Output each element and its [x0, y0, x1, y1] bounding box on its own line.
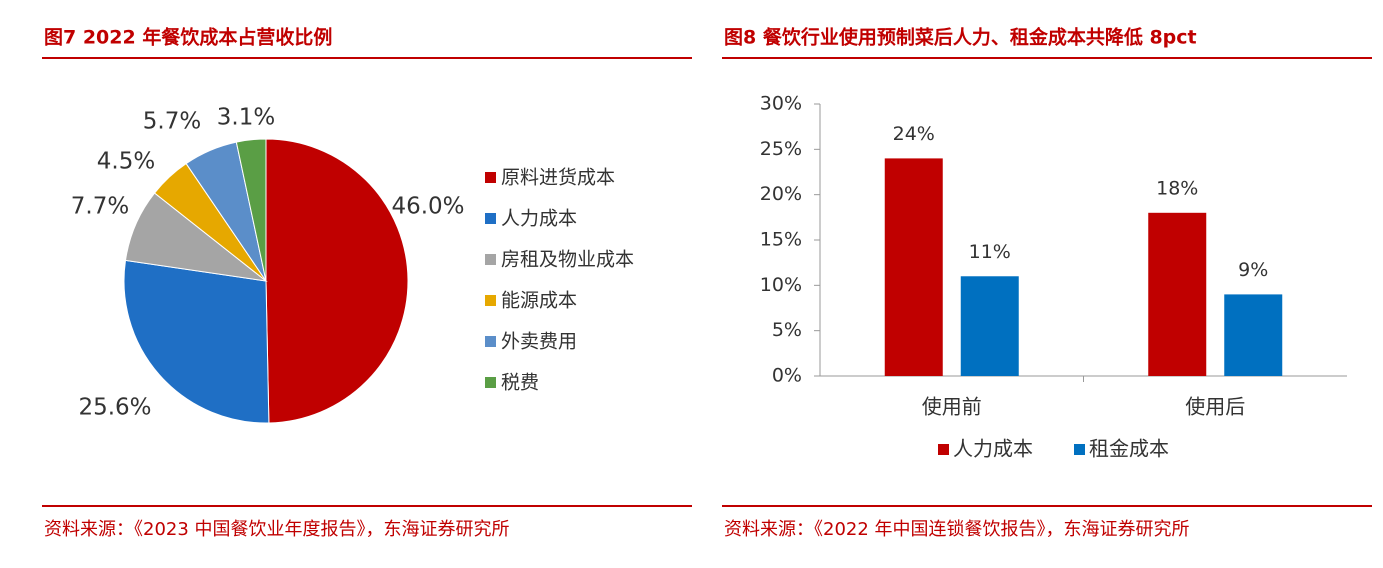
data-label: 4.5% — [97, 149, 155, 175]
data-label: 25.6% — [78, 395, 151, 421]
y-tick-label: 10% — [760, 274, 802, 296]
legend-label: 原料进货成本 — [501, 167, 615, 189]
data-label: 18% — [1156, 177, 1198, 199]
y-tick-label: 25% — [760, 138, 802, 160]
legend-swatch — [938, 444, 949, 455]
legend-swatch — [485, 172, 496, 183]
y-tick-label: 20% — [760, 183, 802, 205]
data-label: 7.7% — [71, 194, 129, 220]
legend-label: 房租及物业成本 — [501, 249, 634, 271]
bar — [960, 276, 1019, 376]
legend-label: 人力成本 — [953, 437, 1033, 461]
data-label: 9% — [1238, 259, 1268, 281]
x-tick-label: 使用前 — [922, 395, 982, 419]
y-tick-label: 0% — [772, 365, 802, 387]
legend-swatch — [485, 254, 496, 265]
source: 资料来源：《2023 中国餐饮业年度报告》，东海证券研究所 — [44, 519, 510, 540]
legend-swatch — [485, 295, 496, 306]
data-label: 24% — [893, 123, 935, 145]
bar — [884, 158, 943, 376]
legend-label: 外卖费用 — [501, 331, 577, 353]
legend-swatch — [485, 377, 496, 388]
data-label: 3.1% — [217, 105, 275, 131]
y-tick-label: 5% — [772, 319, 802, 341]
x-tick-label: 使用后 — [1185, 395, 1245, 419]
pie-slice — [235, 138, 267, 282]
legend-label: 租金成本 — [1089, 437, 1169, 461]
chart-title: 图7 2022 年餐饮成本占营收比例 — [44, 26, 332, 49]
data-label: 11% — [969, 241, 1011, 263]
bar — [1148, 212, 1207, 376]
legend-label: 人力成本 — [501, 208, 577, 230]
source: 资料来源：《2022 年中国连锁餐饮报告》，东海证券研究所 — [724, 519, 1190, 540]
legend-swatch — [485, 213, 496, 224]
legend-label: 能源成本 — [501, 290, 577, 312]
pie-slice — [265, 138, 409, 424]
y-tick-label: 30% — [760, 93, 802, 115]
legend-swatch — [1074, 444, 1085, 455]
legend-label: 税费 — [501, 372, 539, 394]
legend-swatch — [485, 336, 496, 347]
pie-slice — [123, 259, 270, 424]
data-label: 5.7% — [143, 109, 201, 135]
chart-title: 图8 餐饮行业使用预制菜后人力、租金成本共降低 8pct — [724, 26, 1197, 49]
y-tick-label: 15% — [760, 229, 802, 251]
data-label: 46.0% — [391, 194, 464, 220]
bar — [1224, 294, 1283, 376]
